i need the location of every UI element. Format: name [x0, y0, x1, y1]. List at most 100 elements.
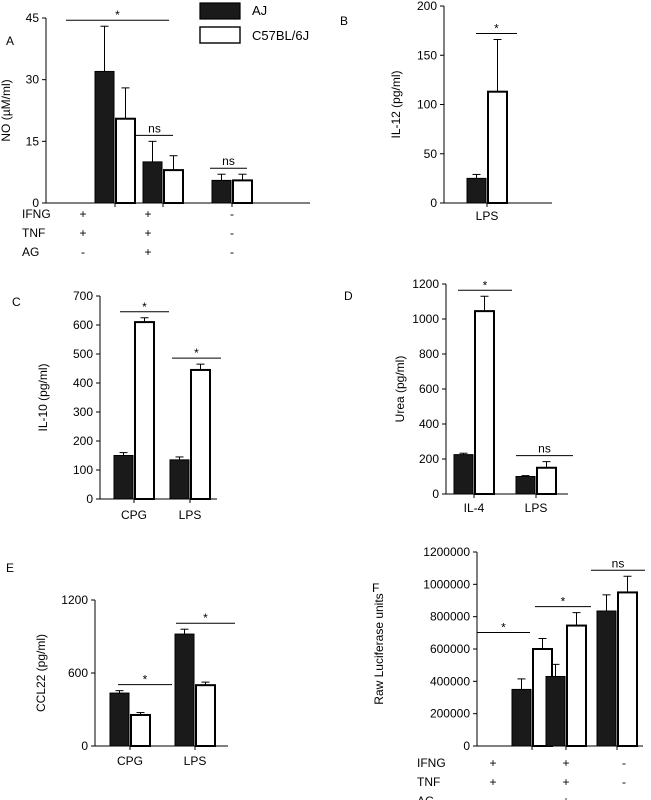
y-axis-label: NO (µM/ml)	[0, 79, 13, 141]
legend-swatch-c57	[199, 26, 241, 44]
bar-aj	[515, 476, 536, 495]
significance-label: ns	[148, 121, 161, 135]
treatment-label: IFNG	[22, 207, 51, 221]
bar-c57bl6j	[195, 684, 216, 748]
significance-label: ns	[222, 154, 235, 168]
panel-b: B 0 50 100 150 200 IL-12 (pg/ml) * LPS	[340, 0, 552, 223]
category-label: LPS	[525, 501, 548, 515]
treatment-value: -	[491, 794, 495, 800]
bar-aj	[113, 455, 134, 500]
panel-a: A 0 15 30 45 NO (µM/ml) * ns ns IFNG + + - TNF + + - AG - +…	[0, 8, 310, 259]
y-tick-label: 600000	[430, 642, 470, 656]
treatment-value: +	[144, 207, 151, 221]
y-tick-label: 1200000	[423, 545, 470, 559]
y-tick-label: 800000	[430, 610, 470, 624]
panel-letter: F	[372, 581, 379, 595]
bar-c57bl6j	[536, 466, 557, 495]
y-tick-label: 15	[26, 134, 40, 148]
y-tick-label: 500	[73, 347, 93, 361]
y-tick-label: 45	[26, 11, 40, 25]
legend-label-aj: AJ	[252, 3, 267, 18]
treatment-value: +	[144, 245, 151, 259]
category-label: LPS	[476, 209, 499, 223]
y-tick-label: 200	[419, 452, 439, 466]
treatment-label: AG	[417, 794, 434, 800]
panel-f: F 0 200000 400000 600000 800000 1000000 1200000…	[372, 545, 645, 800]
y-tick-label: 100	[73, 463, 93, 477]
panel-letter: E	[6, 561, 14, 575]
bar-aj	[596, 610, 617, 747]
category-label: CPG	[121, 508, 147, 522]
y-tick-label: 200000	[430, 707, 470, 721]
treatment-value: -	[622, 756, 626, 770]
y-tick-label: 600	[419, 382, 439, 396]
y-tick-label: 600	[73, 318, 93, 332]
treatment-value: +	[562, 775, 569, 789]
treatment-value: +	[79, 226, 86, 240]
treatment-value: +	[562, 794, 569, 800]
category-label: IL-4	[464, 501, 485, 515]
y-axis-label: Urea (pg/ml)	[393, 356, 407, 423]
y-tick-label: 1000000	[423, 577, 470, 591]
bar-c57bl6j	[566, 624, 587, 748]
treatment-value: +	[489, 775, 496, 789]
significance-label: *	[501, 620, 506, 634]
y-tick-label: 0	[86, 492, 93, 506]
treatment-value: -	[622, 794, 626, 800]
significance-label: *	[194, 346, 199, 360]
significance-label: *	[115, 8, 120, 22]
category-label: LPS	[179, 508, 202, 522]
y-tick-label: 600	[68, 666, 88, 680]
treatment-value: -	[230, 207, 234, 221]
y-tick-label: 400	[419, 417, 439, 431]
bar-aj	[142, 161, 163, 204]
bar-aj	[211, 179, 232, 204]
bar-c57bl6j	[130, 713, 151, 747]
panel-letter: B	[340, 14, 348, 28]
legend-swatch-aj	[199, 2, 241, 20]
y-axis-label: IL-10 (pg/ml)	[36, 363, 50, 431]
y-tick-label: 300	[73, 405, 93, 419]
y-tick-label: 1200	[61, 593, 88, 607]
y-tick-label: 0	[430, 196, 437, 210]
y-tick-label: 0	[32, 196, 39, 210]
significance-label: *	[143, 673, 148, 687]
treatment-value: +	[489, 756, 496, 770]
treatment-label: IFNG	[417, 756, 446, 770]
panel-c: C 0 100 200 300 400 500 600 700 IL-10 (pg/ml) * * CP…	[12, 289, 221, 522]
bar-c57bl6j	[232, 179, 253, 204]
bar-aj	[169, 459, 190, 500]
category-label: CPG	[117, 754, 143, 768]
panel-letter: A	[6, 34, 14, 48]
bar-aj	[466, 177, 487, 204]
bar-c57bl6j	[190, 368, 211, 501]
significance-label: *	[561, 595, 566, 609]
bar-c57bl6j	[487, 90, 508, 204]
panel-d: D 0 200 400 600 800 1000 1200 Urea (pg/ml) * ns IL-…	[344, 277, 573, 515]
legend-label-c57: C57BL/6J	[252, 28, 309, 43]
significance-label: *	[494, 21, 499, 35]
y-tick-label: 1200	[412, 277, 439, 291]
y-tick-label: 200	[73, 434, 93, 448]
treatment-label: TNF	[417, 775, 440, 789]
y-tick-label: 100	[417, 98, 437, 112]
significance-label: ns	[538, 442, 551, 456]
treatment-value: -	[622, 775, 626, 789]
bar-aj	[174, 633, 195, 747]
y-tick-label: 0	[81, 739, 88, 753]
legend: AJ C57BL/6J	[199, 2, 309, 44]
y-tick-label: 700	[73, 289, 93, 303]
y-tick-label: 0	[432, 487, 439, 501]
y-axis-label: IL-12 (pg/ml)	[389, 70, 403, 138]
panel-e: E 0 600 1200 CCL22 (pg/ml) * * CPG LPS	[6, 561, 235, 768]
category-label: LPS	[184, 754, 207, 768]
y-tick-label: 400000	[430, 674, 470, 688]
y-tick-label: 150	[417, 48, 437, 62]
significance-label: *	[483, 278, 488, 292]
y-tick-label: 200	[417, 0, 437, 13]
treatment-value: -	[230, 245, 234, 259]
significance-label: *	[142, 300, 147, 314]
bar-aj	[453, 454, 474, 495]
y-tick-label: 1000	[412, 312, 439, 326]
treatment-value: -	[81, 245, 85, 259]
